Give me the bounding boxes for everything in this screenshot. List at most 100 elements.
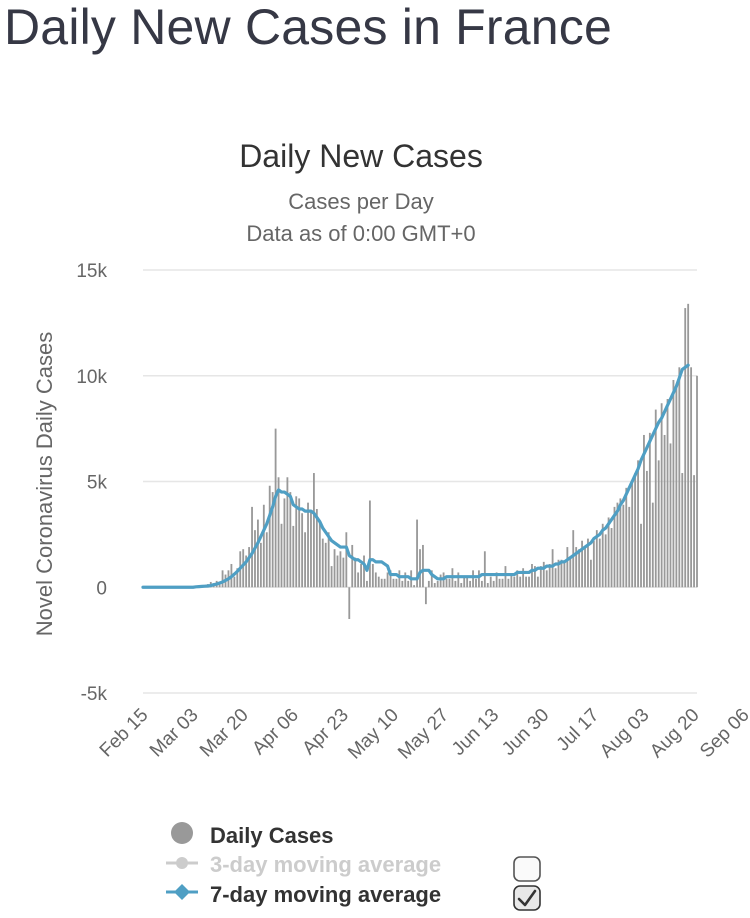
- daily-case-bar: [315, 509, 318, 588]
- daily-case-bar: [404, 572, 407, 588]
- daily-case-bar: [277, 477, 280, 588]
- daily-case-bar: [563, 561, 566, 588]
- daily-cases-bars: [142, 303, 698, 619]
- daily-case-bar: [548, 563, 551, 588]
- daily-case-bar: [551, 549, 554, 588]
- daily-case-bar: [427, 580, 430, 588]
- daily-case-bar: [448, 578, 451, 588]
- daily-case-bar: [604, 534, 607, 588]
- daily-case-bar: [584, 547, 586, 588]
- daily-case-bar: [439, 574, 442, 588]
- daily-case-bar: [507, 578, 510, 588]
- y-axis-tick-labels: 15k 10k 5k 0 -5k: [76, 261, 107, 705]
- daily-case-bar: [460, 583, 463, 588]
- daily-case-bar: [522, 568, 525, 588]
- y-tick-label: 15k: [76, 261, 107, 282]
- daily-case-bar: [430, 570, 433, 588]
- daily-case-bar: [498, 578, 501, 588]
- daily-case-bar: [640, 523, 642, 588]
- x-tick-label: Jun 30: [498, 705, 553, 760]
- daily-case-bar: [625, 487, 628, 588]
- daily-case-bar: [454, 580, 457, 588]
- daily-case-bar: [590, 559, 592, 588]
- checkmark-icon: [517, 889, 537, 907]
- daily-case-bar: [557, 559, 560, 588]
- daily-case-bar: [566, 547, 569, 588]
- daily-case-bar: [472, 570, 474, 588]
- daily-case-bar: [354, 557, 357, 588]
- y-gridlines: [143, 269, 697, 694]
- daily-case-bar: [495, 572, 498, 588]
- daily-case-bar: [257, 519, 259, 588]
- daily-case-bar: [342, 557, 345, 588]
- daily-case-bar: [693, 475, 695, 588]
- daily-case-bar: [289, 492, 292, 588]
- legend-item-3-day-average[interactable]: 3-day moving average: [166, 852, 541, 882]
- chart-legend: Daily Cases 3-day moving average 7-day m…: [166, 822, 541, 911]
- chart-title: Daily New Cases: [239, 138, 483, 174]
- daily-case-bar: [554, 568, 557, 588]
- daily-case-bar: [631, 481, 634, 588]
- daily-case-bar: [339, 551, 342, 588]
- x-tick-label: Apr 06: [248, 705, 302, 759]
- daily-case-bar: [363, 555, 365, 588]
- daily-case-bar: [265, 532, 268, 588]
- daily-case-bar: [424, 587, 427, 605]
- daily-case-bar: [622, 504, 625, 588]
- daily-case-bar: [401, 580, 404, 588]
- daily-case-bar: [613, 506, 616, 588]
- legend-item-7-day-average[interactable]: 7-day moving average: [166, 882, 541, 911]
- daily-case-bar: [286, 477, 289, 588]
- seven-day-average-line: [141, 363, 690, 589]
- daily-case-bar: [654, 409, 657, 588]
- daily-case-bar: [368, 500, 371, 588]
- daily-case-bar: [242, 549, 245, 588]
- daily-case-bar: [569, 557, 572, 588]
- daily-case-bar: [466, 576, 469, 588]
- daily-case-bar: [619, 498, 622, 588]
- daily-case-bar: [295, 496, 298, 588]
- y-tick-label: -5k: [81, 684, 108, 705]
- x-tick-label: Jun 13: [448, 705, 503, 760]
- x-tick-label: Sep 06: [696, 705, 750, 762]
- daily-case-bar: [660, 403, 663, 588]
- x-tick-label: Feb 15: [96, 705, 153, 762]
- daily-case-bar: [298, 498, 301, 588]
- daily-case-bar: [313, 473, 315, 588]
- x-tick-label: Apr 23: [298, 705, 352, 759]
- daily-case-bar: [534, 566, 536, 588]
- daily-case-bar: [651, 502, 654, 588]
- daily-case-bar: [248, 547, 250, 588]
- daily-case-bar: [419, 549, 421, 588]
- x-tick-label: Mar 20: [196, 705, 253, 762]
- y-tick-label: 0: [96, 578, 107, 599]
- daily-case-bar: [469, 580, 472, 588]
- daily-case-bar: [610, 528, 613, 588]
- legend-3-day-checkbox[interactable]: [513, 856, 541, 882]
- legend-7-day-checkbox[interactable]: [513, 885, 541, 911]
- daily-case-bar: [233, 576, 236, 588]
- legend-daily-cases-marker: [171, 822, 193, 844]
- legend-item-daily-cases[interactable]: Daily Cases: [171, 822, 334, 848]
- daily-case-bar: [262, 504, 265, 588]
- daily-case-bar: [616, 502, 619, 588]
- daily-case-bar: [575, 547, 578, 588]
- daily-case-bar: [336, 555, 339, 588]
- daily-case-bar: [542, 561, 545, 588]
- daily-case-bar: [643, 434, 645, 588]
- daily-case-bar: [271, 492, 274, 588]
- daily-case-bar: [351, 544, 354, 588]
- daily-case-bar: [483, 551, 486, 588]
- daily-case-bar: [572, 530, 575, 588]
- daily-case-bar: [327, 532, 330, 588]
- legend-7-day-average-label: 7-day moving average: [210, 882, 441, 907]
- daily-case-bar: [536, 576, 539, 588]
- daily-case-bar: [681, 473, 684, 588]
- chart-subtitle-line-1: Cases per Day: [288, 189, 434, 214]
- daily-case-bar: [371, 563, 374, 588]
- daily-case-bar: [392, 578, 395, 588]
- daily-case-bar: [268, 485, 271, 588]
- daily-case-bar: [383, 578, 386, 588]
- daily-case-bar: [374, 572, 377, 588]
